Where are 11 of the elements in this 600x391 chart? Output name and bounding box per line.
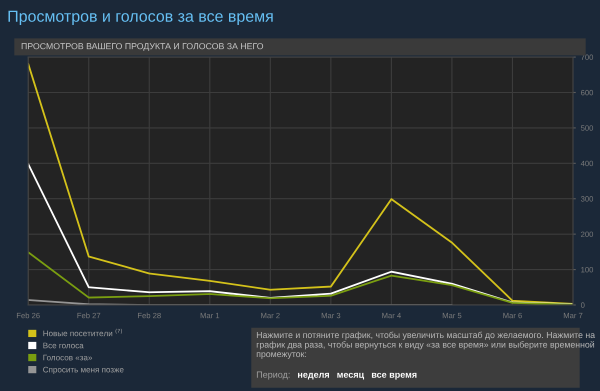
text: Период:: [256, 371, 290, 380]
text: месяц: [337, 372, 364, 380]
text: неделя: [298, 372, 329, 380]
legend-label: Спросить меня позже: [43, 366, 124, 374]
chart-subtitle: ПРОСМОТРОВ ВАШЕГО ПРОДУКТА И ГОЛОСОВ ЗА НЕГО: [22, 43, 264, 51]
legend-label: Голосов «за»: [43, 354, 92, 360]
text: все время: [372, 372, 416, 380]
text: Нажмите и потяните график, чтобы увеличить масштаб до желаемого. Нажмите на график два раза, чтобы вернуться к виду «за все время» или выберите временной промежуток:: [256, 332, 596, 359]
legend-label: Все голоса: [43, 342, 84, 348]
chart-title: Просмотров и голосов за все время: [8, 10, 273, 26]
legend-label: Новые посетители $^{(?)}$: [43, 328, 122, 336]
